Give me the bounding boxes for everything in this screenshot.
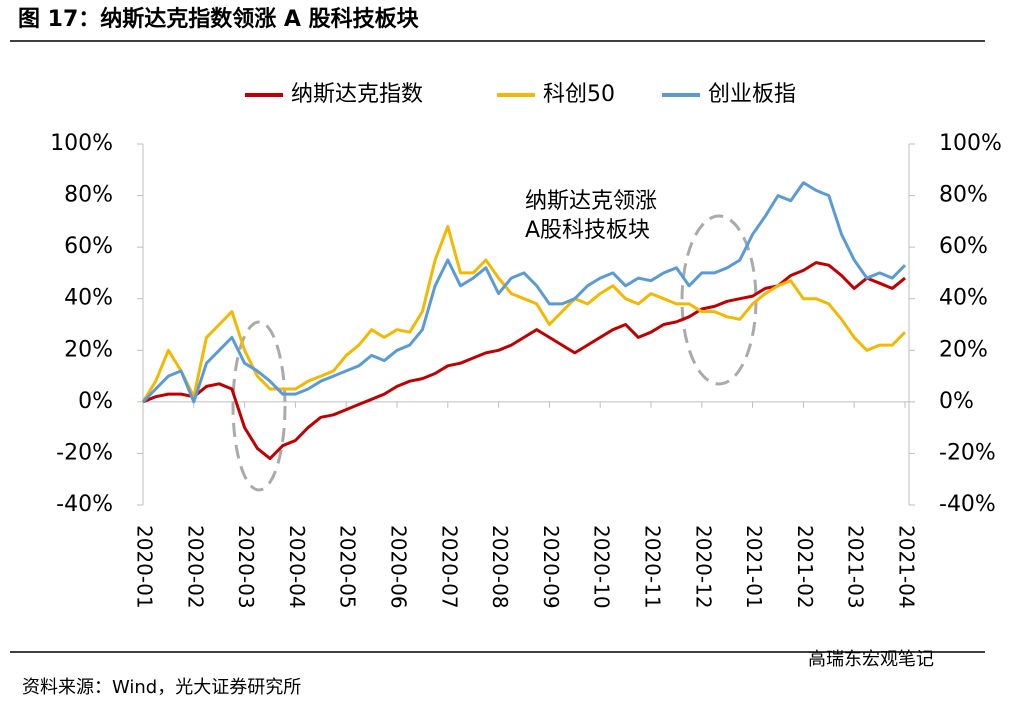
x-tick-label: 2020-04 <box>285 525 309 609</box>
y2-tick-label: 20% <box>939 337 988 362</box>
highlight-ellipse <box>231 320 287 492</box>
data-line <box>142 261 906 461</box>
x-tick-label: 2020-06 <box>387 525 411 609</box>
y-tick-label: 100% <box>50 131 113 156</box>
y-tick-label: 60% <box>64 234 113 259</box>
y-tick-label: 20% <box>64 337 113 362</box>
y2-tick-label: 40% <box>939 286 988 311</box>
chart-title: 图 17：纳斯达克指数领涨 A 股科技板块 <box>18 6 420 32</box>
annotation: A股科技板块 <box>525 218 650 243</box>
y2-tick-label: 80% <box>939 183 988 208</box>
x-tick-label: 2020-07 <box>437 525 461 609</box>
legend-label: 科创50 <box>543 82 615 107</box>
x-tick-label: 2020-08 <box>488 525 512 609</box>
y2-tick-label: 60% <box>939 234 988 259</box>
y-tick-label: 0% <box>78 389 113 414</box>
x-tick-label: 2021-03 <box>844 525 868 609</box>
x-tick-label: 2020-03 <box>234 525 258 609</box>
y2-tick-label: -20% <box>939 440 996 465</box>
y2-tick-label: 0% <box>939 389 974 414</box>
y2-tick-label: -40% <box>939 492 996 517</box>
y2-tick-label: 100% <box>939 131 1002 156</box>
data-line <box>141 225 907 403</box>
legend-label: 创业板指 <box>708 82 796 107</box>
y-tick-label: -20% <box>56 440 113 465</box>
x-tick-label: 2020-02 <box>183 525 207 609</box>
y-tick-label: 40% <box>64 286 113 311</box>
y-tick-label: -40% <box>56 492 113 517</box>
x-tick-label: 2020-11 <box>641 525 665 609</box>
x-tick-label: 2021-04 <box>895 525 919 609</box>
x-tick-label: 2020-01 <box>133 525 157 609</box>
watermark: 高瑞东宏观笔记 <box>808 649 934 670</box>
highlight-ellipse <box>680 214 758 386</box>
data-line <box>141 181 907 404</box>
x-tick-label: 2020-09 <box>539 525 563 609</box>
x-tick-label: 2021-02 <box>793 525 817 609</box>
x-tick-label: 2020-05 <box>336 525 360 609</box>
x-tick-label: 2020-12 <box>691 525 715 609</box>
x-tick-label: 2021-01 <box>742 525 766 609</box>
source: 资料来源：Wind，光大证券研究所 <box>22 677 301 698</box>
x-tick-label: 2020-10 <box>590 525 614 609</box>
y-tick-label: 80% <box>64 183 113 208</box>
annotation: 纳斯达克领涨 <box>525 189 657 214</box>
legend-label: 纳斯达克指数 <box>291 82 423 107</box>
